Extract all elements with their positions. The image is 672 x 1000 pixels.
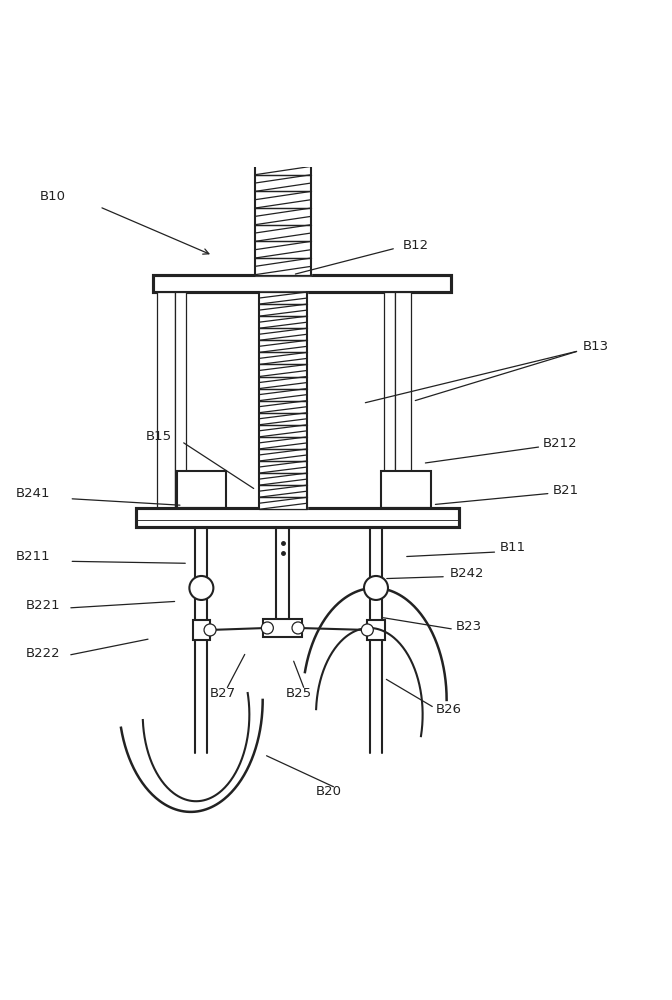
Polygon shape <box>259 316 306 328</box>
Bar <box>381 471 431 508</box>
Bar <box>263 619 302 637</box>
Polygon shape <box>259 485 306 497</box>
Polygon shape <box>259 352 306 364</box>
Text: B26: B26 <box>436 703 462 716</box>
Polygon shape <box>259 292 306 304</box>
Polygon shape <box>255 158 310 175</box>
Text: B211: B211 <box>16 550 50 563</box>
Bar <box>157 292 175 508</box>
Polygon shape <box>259 437 306 449</box>
Polygon shape <box>259 401 306 413</box>
Text: B222: B222 <box>26 647 60 660</box>
Circle shape <box>261 622 274 634</box>
Bar <box>384 292 394 508</box>
Polygon shape <box>259 389 306 401</box>
Text: B12: B12 <box>403 239 429 252</box>
Polygon shape <box>259 340 306 352</box>
Polygon shape <box>259 473 306 485</box>
Bar <box>368 620 384 640</box>
Text: B241: B241 <box>16 487 50 500</box>
Bar <box>193 620 210 640</box>
Polygon shape <box>255 225 310 241</box>
Circle shape <box>364 576 388 600</box>
Text: B21: B21 <box>552 484 579 497</box>
Polygon shape <box>259 377 306 389</box>
Polygon shape <box>259 413 306 425</box>
Circle shape <box>292 622 304 634</box>
Bar <box>136 508 459 527</box>
Polygon shape <box>259 364 306 377</box>
Polygon shape <box>255 241 310 258</box>
Text: B27: B27 <box>210 687 235 700</box>
Text: B242: B242 <box>450 567 484 580</box>
Polygon shape <box>255 258 310 275</box>
Bar <box>175 292 186 508</box>
Text: B11: B11 <box>499 541 526 554</box>
Polygon shape <box>255 191 310 208</box>
Circle shape <box>204 624 216 636</box>
Text: B221: B221 <box>26 599 60 612</box>
Bar <box>263 481 306 508</box>
Circle shape <box>362 624 374 636</box>
Polygon shape <box>255 208 310 225</box>
Polygon shape <box>259 425 306 437</box>
Polygon shape <box>259 328 306 340</box>
Text: B20: B20 <box>316 785 342 798</box>
Bar <box>394 292 411 508</box>
Polygon shape <box>259 304 306 316</box>
Bar <box>153 275 451 292</box>
Circle shape <box>190 576 214 600</box>
Text: B23: B23 <box>456 620 482 633</box>
Polygon shape <box>255 175 310 191</box>
Bar <box>177 471 226 508</box>
Text: B25: B25 <box>286 687 312 700</box>
Polygon shape <box>259 497 306 509</box>
Text: B212: B212 <box>542 437 577 450</box>
Polygon shape <box>259 461 306 473</box>
Text: B10: B10 <box>40 190 65 203</box>
Polygon shape <box>259 449 306 461</box>
Text: B15: B15 <box>146 430 172 443</box>
Text: B13: B13 <box>583 340 609 353</box>
